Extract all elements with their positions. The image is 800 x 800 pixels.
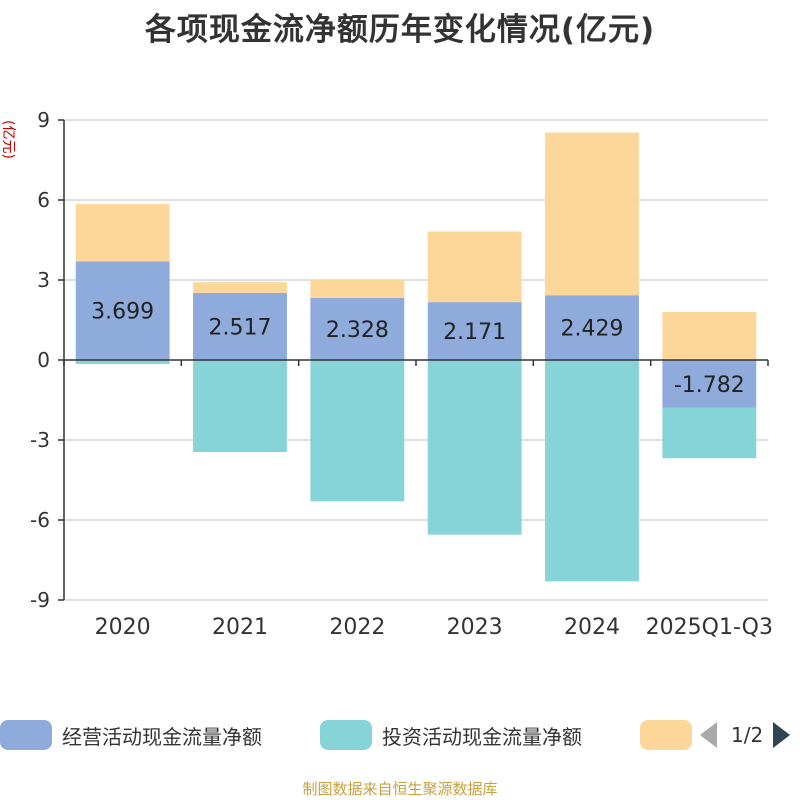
y-tick-label-0: 0 (37, 348, 50, 372)
legend-item-financing[interactable] (640, 716, 692, 754)
x-tick-label-2020: 2020 (95, 615, 151, 640)
data-label-operating-2023: 2.171 (443, 320, 506, 345)
axes: 9 6 3 0 -3 -6 -9 2020 2021 2022 2023 2024 2025Q1-Q3 (30, 108, 773, 640)
bar-financing-2023 (427, 231, 522, 303)
legend-next-page-icon[interactable] (773, 722, 791, 748)
bar-financing-2022 (310, 279, 405, 298)
legend-item-investing[interactable]: 投资活动现金流量净额 (320, 716, 582, 754)
y-tick-label-3: 3 (37, 268, 50, 292)
legend-swatch-financing (640, 720, 692, 750)
bar-operating-2025Q1-Q3 (662, 360, 757, 408)
bar-investing-2020 (75, 360, 170, 364)
x-tick-label-2023: 2023 (447, 615, 503, 640)
bar-financing-2025Q1-Q3 (662, 312, 757, 360)
legend-item-operating[interactable]: 经营活动现金流量净额 (0, 716, 262, 754)
x-tick-label-2021: 2021 (212, 615, 268, 640)
y-tick-label-6: 6 (37, 188, 50, 212)
grid-lines (64, 119, 768, 601)
y-axis-unit-label: (亿元) (0, 120, 16, 159)
bar-investing-2021 (193, 360, 287, 452)
legend-page-indicator: 1/2 (731, 723, 764, 747)
legend: 经营活动现金流量净额 投资活动现金流量净额 1/2 (0, 716, 800, 754)
x-tick-label-2022: 2022 (329, 615, 385, 640)
legend-prev-page-icon[interactable] (700, 722, 717, 748)
data-label-operating-2024: 2.429 (561, 317, 624, 342)
bar-operating-2022 (310, 297, 405, 360)
x-tick-label-2025Q1-Q3: 2025Q1-Q3 (646, 615, 773, 640)
x-tick-label-2024: 2024 (564, 615, 620, 640)
bar-investing-2022 (310, 360, 405, 502)
chart-title: 各项现金流净额历年变化情况(亿元) (144, 12, 656, 48)
data-label-operating-2025Q1-Q3: -1.782 (674, 373, 745, 398)
bar-financing-2021 (193, 282, 287, 293)
bar-financing-2020 (75, 204, 170, 262)
legend-pager: 1/2 (700, 716, 791, 754)
y-tick-label--6: -6 (30, 508, 50, 532)
y-tick-label--3: -3 (30, 428, 50, 452)
source-note: 制图数据来自恒生聚源数据库 (302, 780, 498, 798)
data-label-operating-2020: 3.699 (91, 300, 154, 325)
legend-swatch-investing (320, 720, 372, 750)
data-labels: 3.699 2.517 2.328 2.171 2.429 -1.782 (91, 300, 745, 398)
bar-operating-2021 (193, 292, 287, 360)
bar-operating-2023 (427, 302, 522, 360)
y-tick-label-9: 9 (37, 108, 50, 132)
bar-investing-2025Q1-Q3 (662, 407, 757, 459)
bars (75, 132, 757, 582)
bar-operating-2024 (545, 295, 639, 360)
data-label-operating-2021: 2.517 (209, 315, 272, 340)
y-tick-label--9: -9 (30, 588, 50, 612)
legend-swatch-operating (0, 720, 52, 750)
bar-operating-2020 (75, 261, 170, 360)
data-label-operating-2022: 2.328 (326, 318, 389, 343)
legend-label-investing: 投资活动现金流量净额 (382, 724, 582, 749)
bar-investing-2023 (427, 360, 522, 535)
bar-financing-2024 (545, 132, 639, 296)
bar-investing-2024 (545, 360, 639, 582)
legend-label-operating: 经营活动现金流量净额 (62, 724, 262, 749)
